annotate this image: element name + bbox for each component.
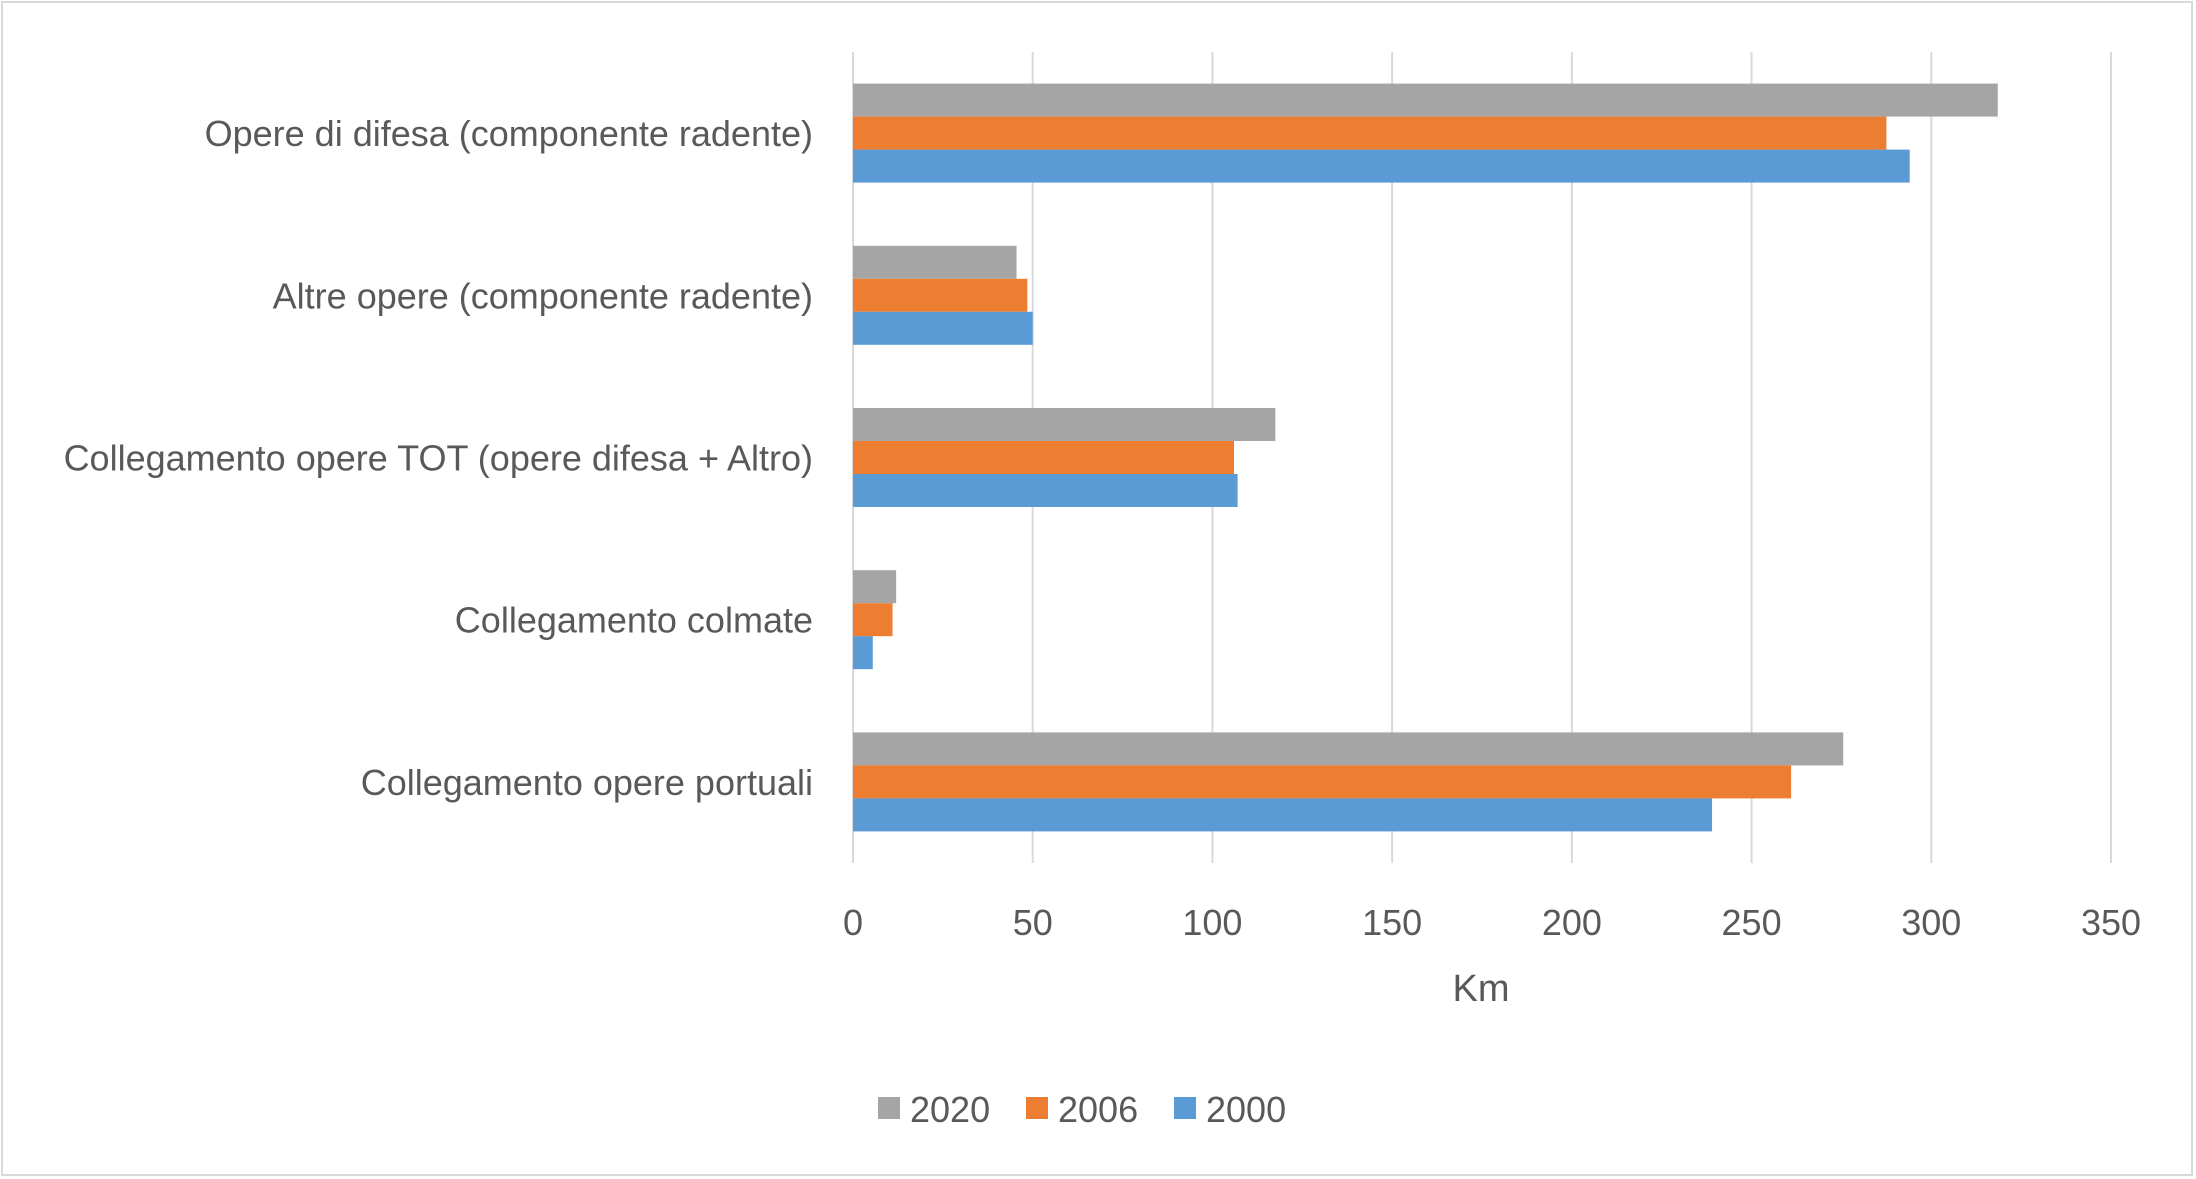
x-tick-label: 100 — [1182, 902, 1242, 943]
legend-swatch-2006 — [1026, 1097, 1048, 1119]
x-tick-label: 50 — [1013, 902, 1053, 943]
bars — [853, 83, 1998, 832]
bar-2006-0 — [853, 116, 1887, 150]
bar-2006-3 — [853, 603, 893, 637]
bar-2020-4 — [853, 732, 1844, 766]
bar-2020-0 — [853, 83, 1998, 117]
x-tick-label: 0 — [843, 902, 863, 943]
x-tick-label: 200 — [1542, 902, 1602, 943]
x-tick-label: 350 — [2081, 902, 2141, 943]
bar-2020-1 — [853, 245, 1017, 279]
legend-swatch-2020 — [878, 1097, 900, 1119]
category-labels: Opere di difesa (componente radente) Altr… — [64, 113, 813, 803]
legend: 2020 2006 2000 — [878, 1089, 1286, 1130]
bar-2006-1 — [853, 278, 1028, 312]
category-label: Collegamento opere portuali — [361, 762, 813, 803]
legend-label-2006: 2006 — [1058, 1089, 1138, 1130]
bar-2000-3 — [853, 636, 873, 670]
category-label: Opere di difesa (componente radente) — [205, 113, 813, 154]
bar-2006-2 — [853, 441, 1234, 474]
bar-2000-0 — [853, 149, 1910, 183]
legend-label-2020: 2020 — [910, 1089, 990, 1130]
x-tick-label: 150 — [1362, 902, 1422, 943]
bar-2000-1 — [853, 311, 1033, 345]
x-tick-labels: 0 50 100 150 200 250 300 350 — [843, 902, 2141, 943]
bar-2020-3 — [853, 570, 897, 604]
bar-2020-2 — [853, 408, 1276, 441]
category-label: Altre opere (componente radente) — [273, 275, 813, 316]
category-label: Collegamento opere TOT (opere difesa + A… — [64, 438, 813, 479]
category-label: Collegamento colmate — [455, 600, 813, 641]
bar-2000-4 — [853, 798, 1713, 832]
bar-2006-4 — [853, 765, 1792, 799]
legend-swatch-2000 — [1174, 1097, 1196, 1119]
x-axis-label: Km — [1453, 968, 1510, 1010]
x-tick-label: 300 — [1901, 902, 1961, 943]
x-tick-label: 250 — [1722, 902, 1782, 943]
bar-2000-2 — [853, 474, 1238, 507]
legend-label-2000: 2000 — [1206, 1089, 1286, 1130]
